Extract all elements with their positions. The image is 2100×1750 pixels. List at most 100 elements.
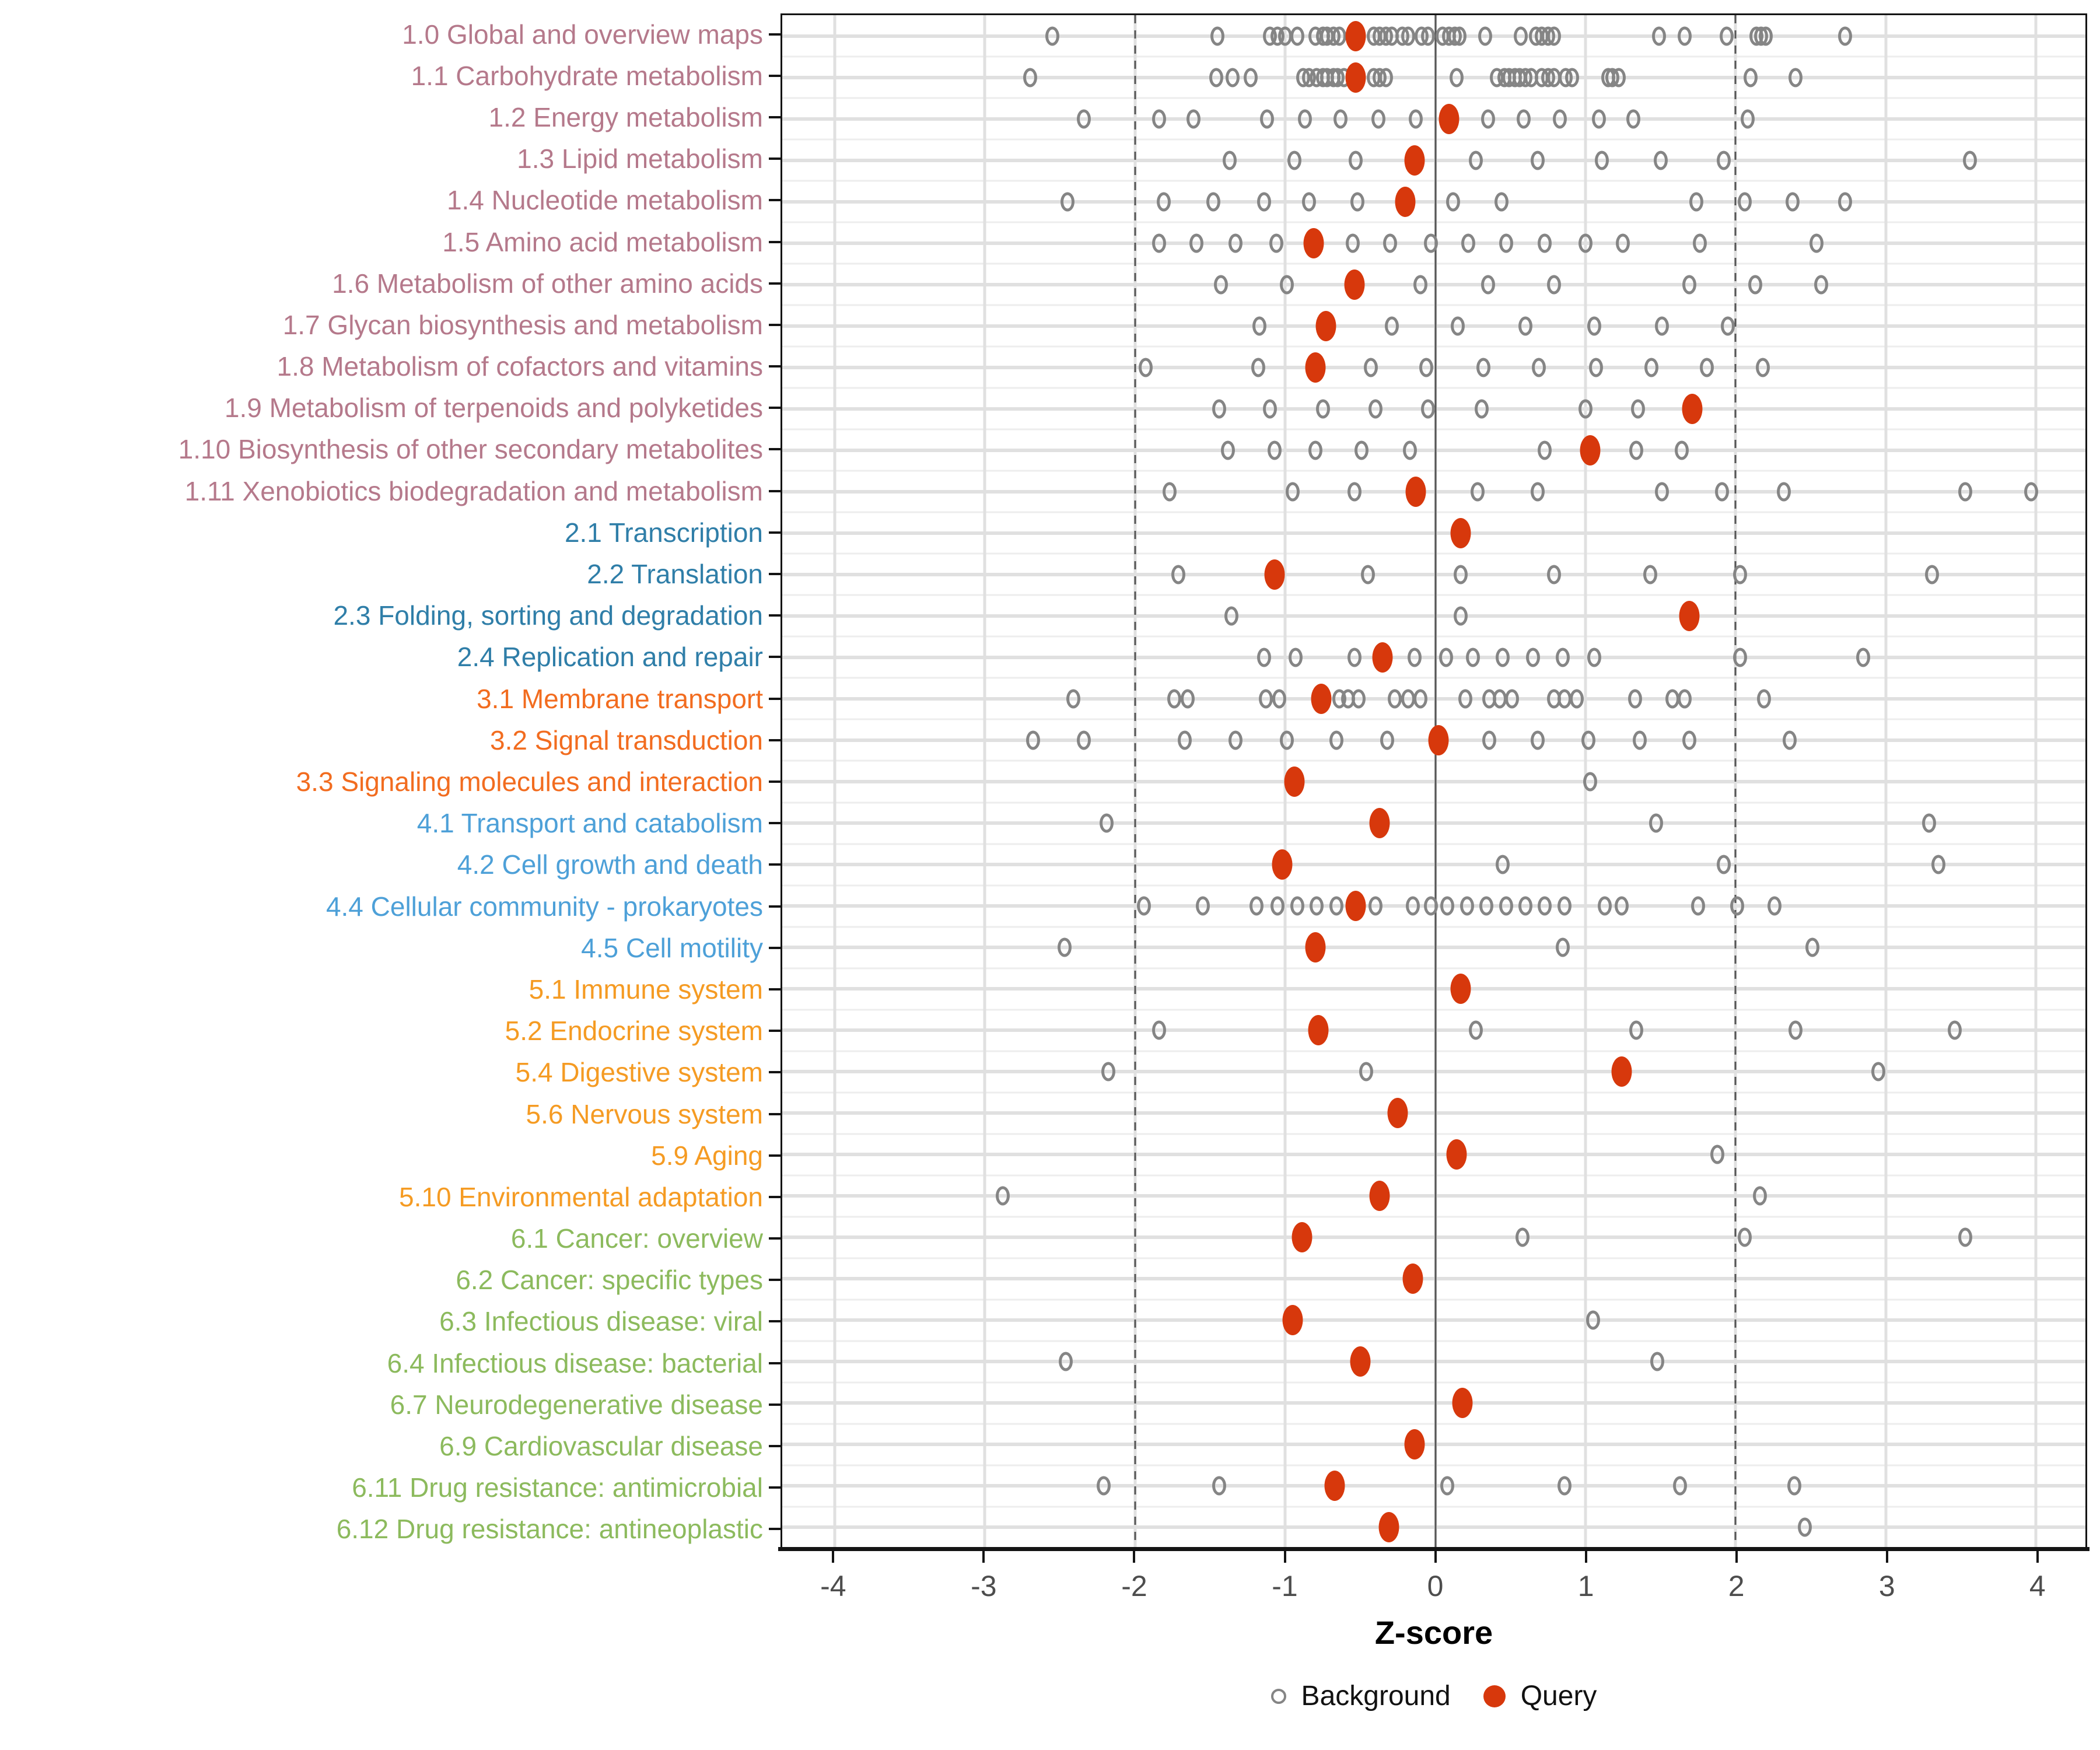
gridline-minor-h <box>782 843 2085 845</box>
gridline-minor-h <box>782 1257 2085 1259</box>
y-tick <box>769 199 780 202</box>
background-point <box>1226 68 1240 88</box>
y-tick <box>769 822 780 825</box>
background-point <box>1476 358 1490 377</box>
background-point <box>1530 150 1545 170</box>
background-point <box>1257 648 1272 667</box>
background-point <box>1206 192 1220 212</box>
y-tick <box>769 1154 780 1157</box>
query-point <box>1305 352 1326 383</box>
background-point <box>1710 1144 1725 1164</box>
background-point <box>1715 482 1730 502</box>
background-point <box>1518 316 1532 336</box>
gridline-major-h <box>782 365 2085 369</box>
y-axis-label: 6.2 Cancer: specific types <box>456 1265 763 1296</box>
background-point <box>1244 68 1258 88</box>
x-axis-ticks <box>780 1551 2087 1564</box>
background-point <box>1077 730 1091 750</box>
y-axis-label: 1.4 Nucleotide metabolism <box>446 185 763 216</box>
gridline-major-h <box>782 489 2085 494</box>
background-point <box>1557 896 1572 916</box>
background-point <box>1269 233 1283 253</box>
query-point <box>1395 186 1416 217</box>
gridline-minor-h <box>782 1216 2085 1218</box>
background-point <box>1595 150 1609 170</box>
background-point <box>1546 565 1561 584</box>
background-point <box>1564 68 1579 88</box>
gridline-minor-h <box>782 55 2085 58</box>
gridline-minor-h <box>782 97 2085 99</box>
y-axis-label: 5.2 Endocrine system <box>505 1016 763 1046</box>
y-axis-label: 4.2 Cell growth and death <box>457 849 763 880</box>
background-point <box>1557 1476 1572 1496</box>
y-axis-label: 6.4 Infectious disease: bacterial <box>387 1348 763 1378</box>
background-point <box>1482 730 1497 750</box>
reference-line-dashed <box>1734 15 1737 1548</box>
background-point <box>1257 192 1272 212</box>
y-tick <box>769 656 780 659</box>
gridline-major-h <box>782 1028 2085 1032</box>
background-point <box>1757 689 1772 709</box>
background-point <box>1788 68 1803 88</box>
y-tick <box>769 1320 780 1323</box>
query-point <box>1452 1388 1473 1419</box>
background-point <box>1279 730 1294 750</box>
background-point <box>1454 565 1468 584</box>
query-point <box>1315 310 1336 341</box>
y-axis-label: 3.2 Signal transduction <box>490 724 763 755</box>
y-tick <box>769 573 780 576</box>
x-tick-label: -1 <box>1272 1570 1298 1602</box>
y-tick <box>769 1486 780 1489</box>
background-point <box>1465 648 1480 667</box>
background-point <box>1948 1020 1962 1040</box>
background-point <box>1586 1310 1600 1330</box>
background-point <box>1290 26 1304 46</box>
background-point <box>1440 896 1455 916</box>
y-tick <box>769 1445 780 1448</box>
gridline-minor-h <box>782 1091 2085 1094</box>
background-point <box>1045 26 1060 46</box>
background-point <box>1057 937 1072 957</box>
gridline-major-h <box>782 696 2085 701</box>
y-axis-label: 6.11 Drug resistance: antimicrobial <box>352 1472 763 1503</box>
y-axis-label: 5.1 Immune system <box>528 974 763 1005</box>
background-point <box>1655 316 1670 336</box>
plot-panel <box>780 13 2087 1550</box>
gridline-major-h <box>782 1318 2085 1322</box>
background-point <box>1302 192 1317 212</box>
x-tick-label: 0 <box>1427 1570 1444 1602</box>
background-point <box>1289 648 1303 667</box>
background-point <box>1494 192 1508 212</box>
background-point <box>1581 730 1596 750</box>
background-point <box>1856 648 1871 667</box>
background-point <box>1263 399 1278 419</box>
query-point <box>1404 145 1425 176</box>
background-point <box>1258 689 1273 709</box>
query-point <box>1405 476 1426 507</box>
background-point <box>996 1186 1010 1206</box>
x-tick-label: -3 <box>971 1570 997 1602</box>
query-point <box>1450 517 1471 548</box>
background-point <box>1060 192 1074 212</box>
background-point <box>1810 233 1824 253</box>
background-point <box>1388 689 1402 709</box>
y-tick <box>769 116 780 118</box>
background-point <box>1059 1352 1073 1371</box>
y-tick <box>769 448 780 451</box>
background-point <box>1384 316 1399 336</box>
background-point <box>1329 896 1343 916</box>
background-point <box>1752 1186 1767 1206</box>
gridline-major-h <box>782 1111 2085 1115</box>
background-point <box>1310 896 1324 916</box>
background-point <box>1682 730 1696 750</box>
y-axis-label: 6.9 Cardiovascular disease <box>439 1431 763 1462</box>
background-point <box>1260 109 1275 129</box>
gridline-minor-h <box>782 511 2085 513</box>
query-point <box>1350 1346 1371 1377</box>
background-point <box>1748 275 1762 295</box>
gridline-minor-h <box>782 387 2085 389</box>
reference-line-dashed <box>1134 15 1136 1548</box>
background-point <box>1569 689 1584 709</box>
background-point <box>1614 896 1629 916</box>
background-point <box>1648 813 1663 833</box>
